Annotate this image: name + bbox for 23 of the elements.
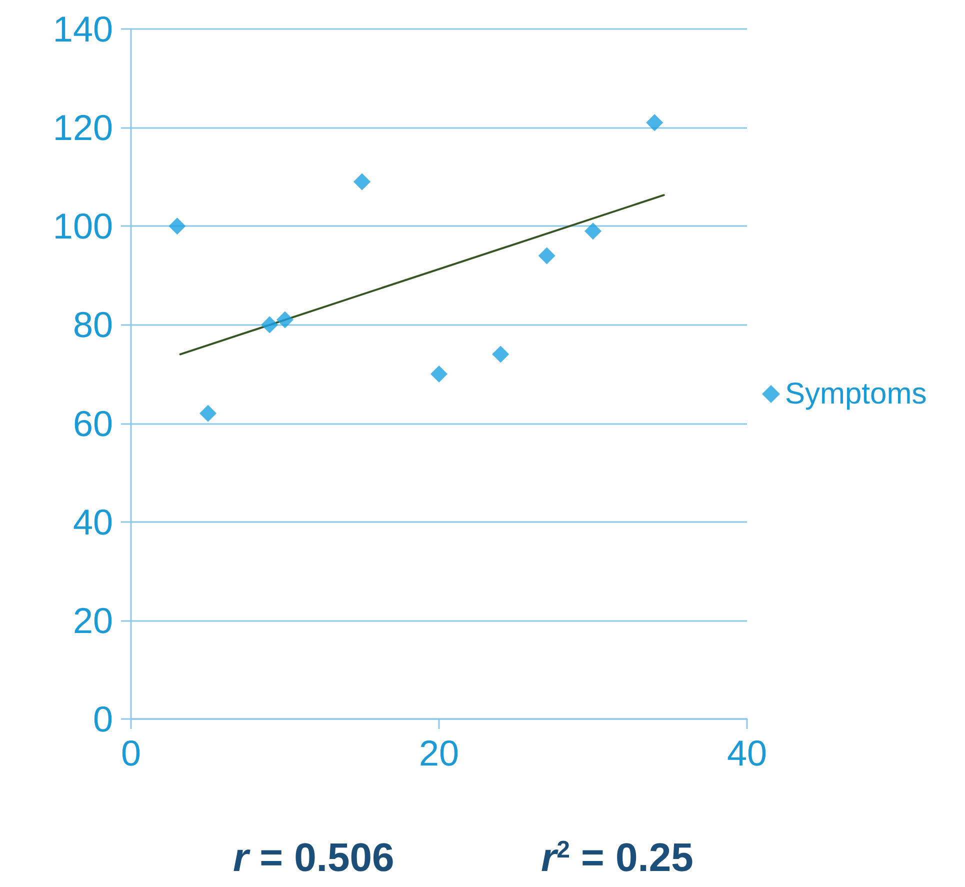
- point: [354, 173, 370, 190]
- y-tick-label: 120: [52, 107, 113, 148]
- y-tick-label: 80: [72, 304, 113, 346]
- point: [168, 218, 186, 235]
- point: [584, 222, 602, 240]
- point: [261, 316, 278, 334]
- x-tick-label: 20: [418, 732, 460, 774]
- y-tick-label: 0: [92, 698, 113, 740]
- y-tick-label: 40: [72, 501, 113, 542]
- text: r = 0.506: [233, 836, 394, 880]
- x-tick-label: 40: [726, 732, 768, 774]
- point: [200, 404, 216, 422]
- point: [430, 366, 448, 382]
- x-tick-label: 0: [120, 732, 142, 774]
- point: [276, 311, 294, 328]
- y-tick-label: 20: [72, 600, 113, 641]
- y-tick-label: 100: [52, 206, 113, 247]
- legend-label: Symptoms: [785, 378, 927, 410]
- y-tick-label: 140: [52, 8, 113, 50]
- point: [538, 247, 556, 264]
- point: [646, 114, 664, 132]
- y-tick-label: 60: [72, 402, 113, 444]
- point: [492, 346, 510, 363]
